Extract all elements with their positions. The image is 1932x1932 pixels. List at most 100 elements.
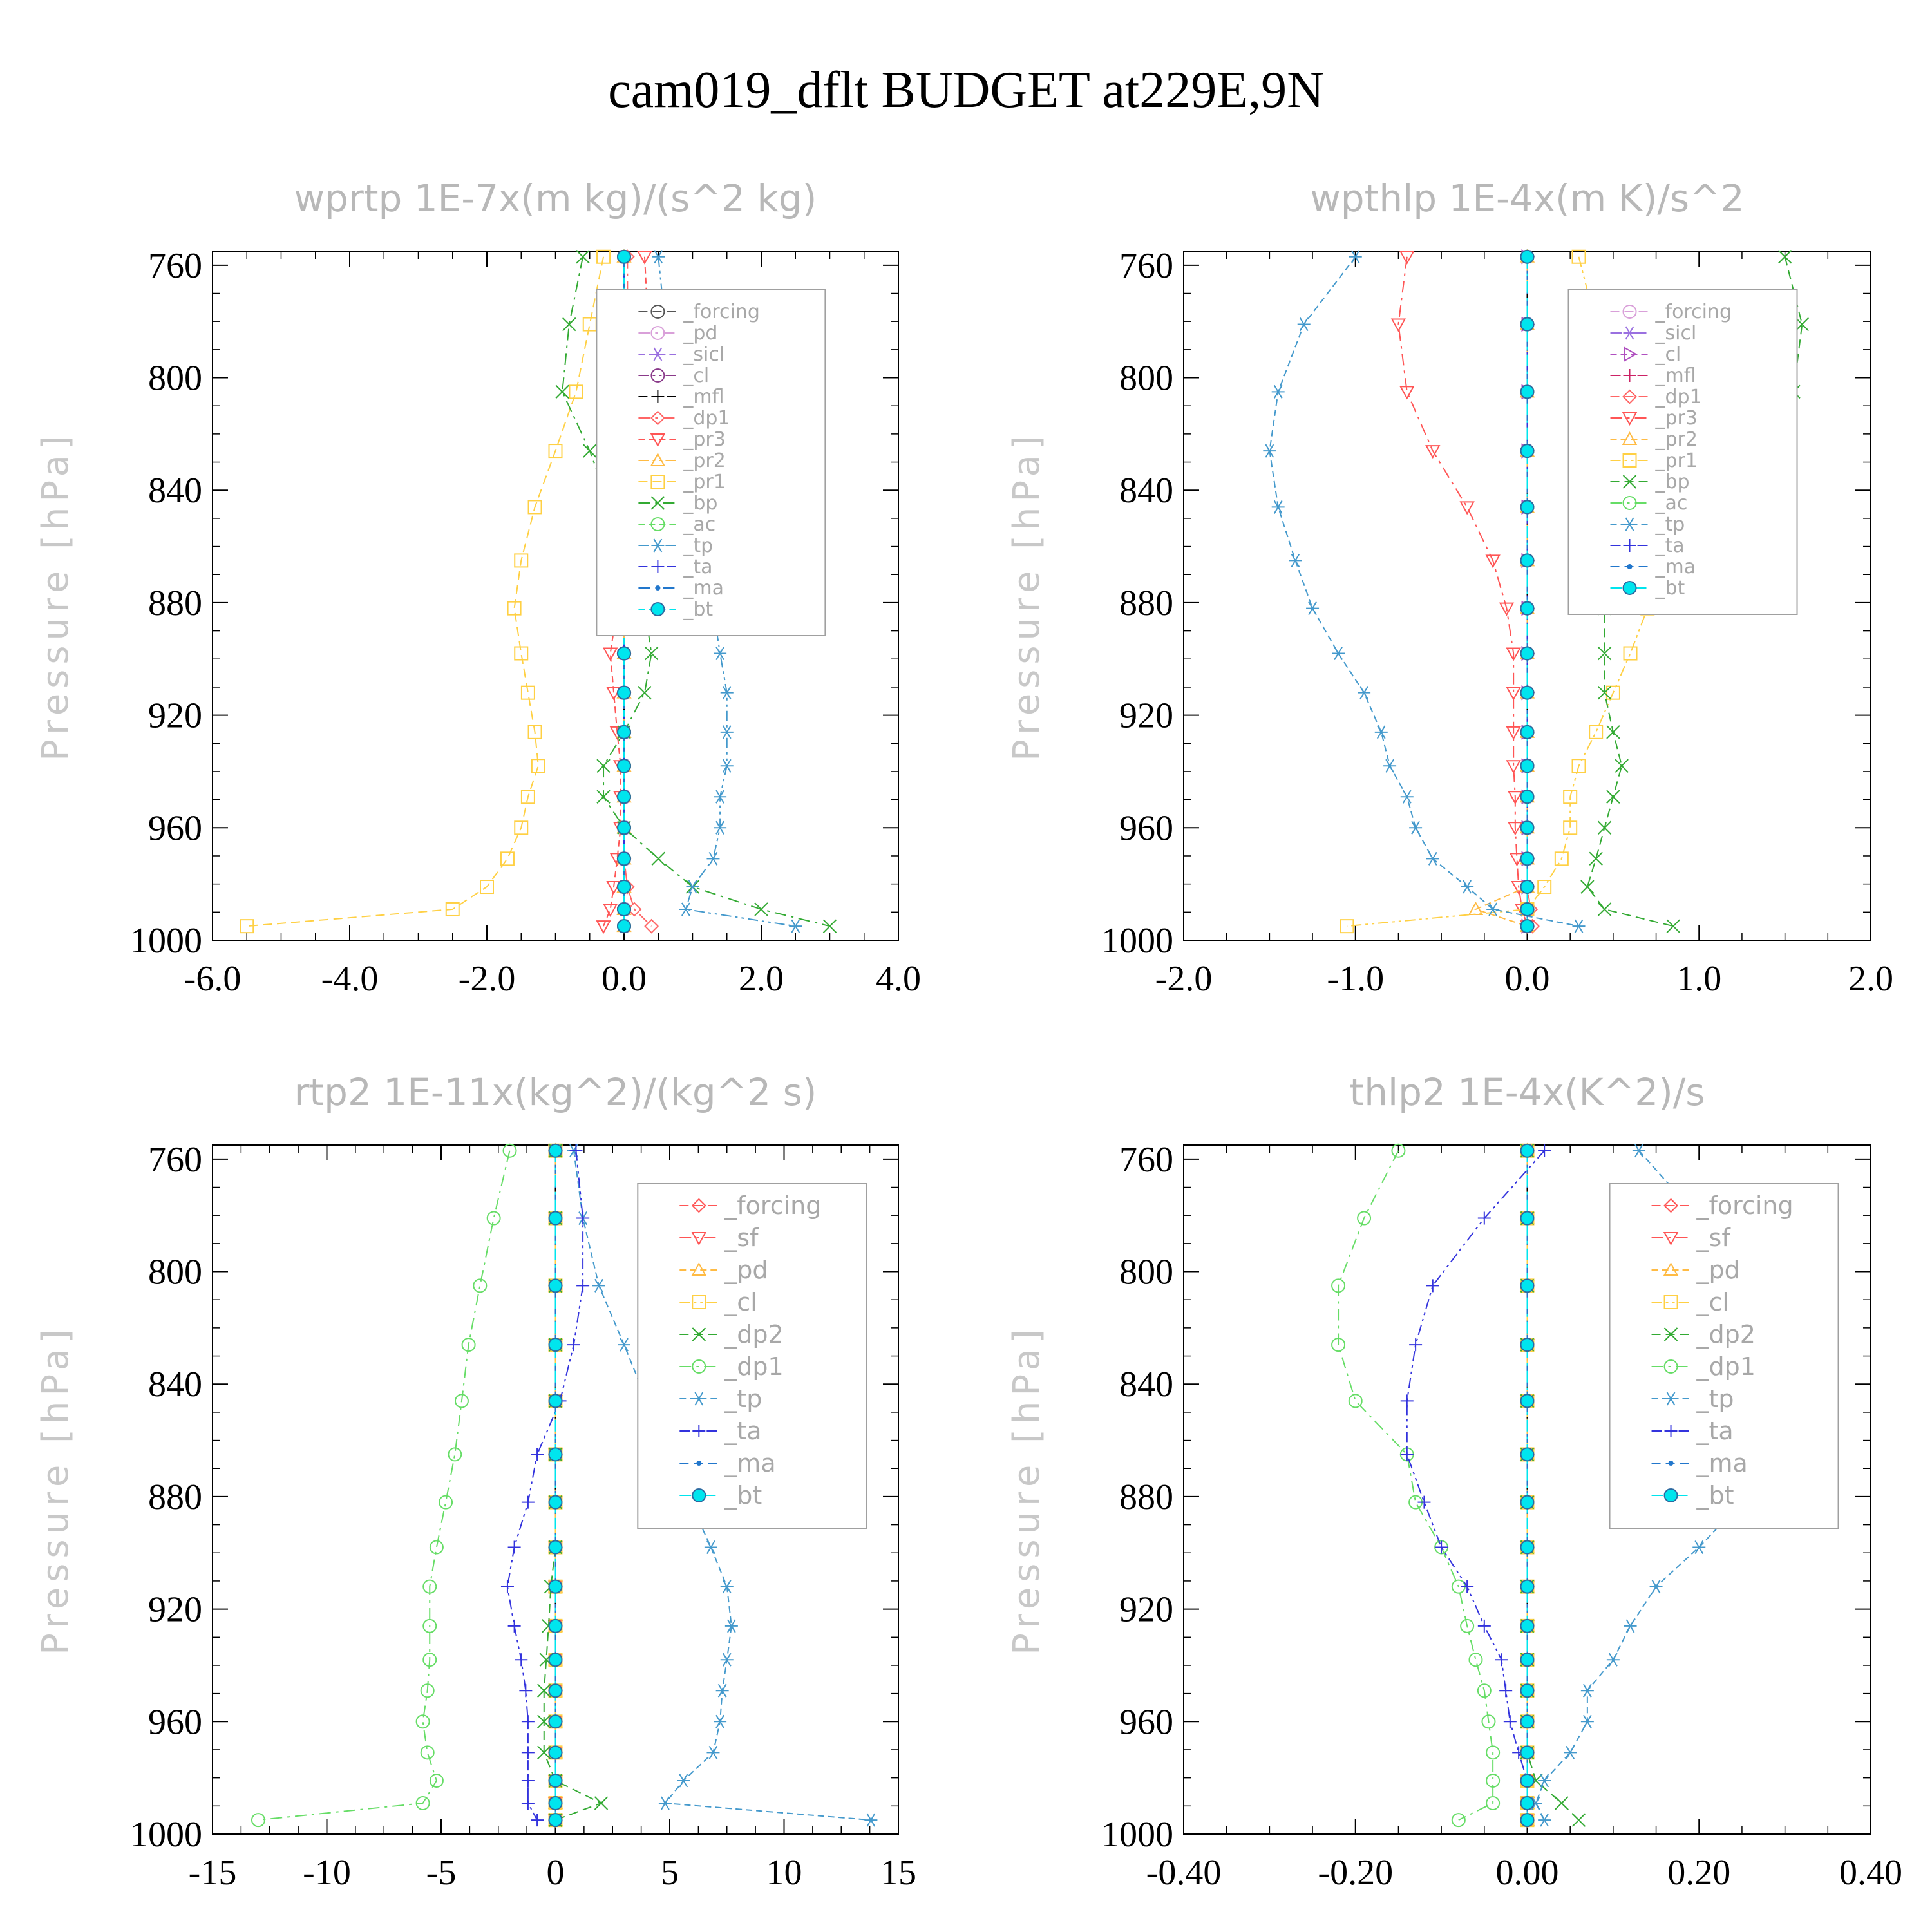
legend-marker [691,1232,706,1246]
series-line [1397,256,1528,927]
x-tick-label: -2.0 [1155,959,1213,999]
data-point [1520,880,1535,895]
data-point [1580,1714,1594,1728]
legend-label: _sf [724,1224,759,1252]
data-point [1520,724,1535,739]
series-dp1 [1331,1143,1501,1828]
data-point [1520,1653,1535,1667]
data-point [531,759,545,773]
data-point [1520,444,1535,459]
data-point [1459,501,1475,515]
data-point [583,444,597,458]
data-point [1426,851,1439,866]
data-point [1520,1278,1535,1293]
data-point [1486,1745,1501,1760]
x-tick-label: 10 [766,1853,802,1893]
data-point [714,647,727,661]
data-point [507,1619,521,1633]
panel-title: rtp2 1E-11x(kg^2)/(kg^2 s) [294,1070,817,1114]
data-point [1520,646,1535,661]
data-point [1606,790,1620,804]
data-point [502,1143,517,1158]
y-tick-label: 880 [1119,1477,1173,1517]
data-point [548,1683,563,1698]
data-point [1520,1745,1535,1760]
legend-box [1567,289,1798,615]
legend-label: _mfl [683,386,724,408]
data-point [548,1795,563,1810]
series-bt [1520,1143,1535,1828]
data-point [1451,1813,1466,1828]
legend-entry: _bt [638,598,713,621]
legend-entry: _ma [638,577,724,600]
data-point [1383,759,1397,773]
data-point [486,1211,501,1226]
legend-entry: _ta [679,1417,761,1445]
data-point [1520,1795,1535,1810]
data-point [576,250,590,264]
y-tick-label: 840 [148,471,202,511]
data-point [658,1796,672,1810]
legend-label: _tp [724,1385,762,1413]
data-point [1520,851,1535,866]
x-tick-label: -0.20 [1318,1853,1393,1893]
data-point [1571,759,1586,773]
legend-entry: _pr1 [638,471,726,493]
x-tick-label: 0 [547,1853,565,1893]
legend-entry: _dp1 [638,407,730,430]
legend-entry: _forcing [1610,301,1732,323]
data-point [527,500,542,515]
data-point [618,1338,630,1352]
data-point [714,790,727,804]
legend-entry: _mfl [1610,365,1696,387]
legend-marker [1663,1327,1678,1341]
data-point [754,902,768,916]
data-point [567,1338,580,1352]
y-tick-label: 920 [148,696,202,736]
data-point [1520,601,1535,616]
data-point [606,687,621,701]
data-point [500,851,515,866]
data-point [439,1495,453,1510]
legend-marker [691,1262,706,1276]
legend-label: _ma [724,1449,775,1477]
data-point [1503,1715,1517,1728]
series-line [258,1150,511,1821]
legend-entry: _bp [638,492,717,515]
data-point [1520,759,1535,773]
legend-entry: _cl [679,1288,757,1316]
legend-entry: _bt [1610,577,1685,600]
legend-label: _dp1 [724,1352,783,1381]
data-point [1571,249,1586,264]
legend-entry: _ta [1610,535,1685,557]
data-point [1520,1447,1535,1462]
data-point [569,384,583,399]
data-point [617,646,631,661]
legend-marker [1623,539,1636,552]
data-point [429,1774,444,1788]
data-point [1580,1683,1594,1698]
data-point [1520,1579,1535,1594]
data-point [562,317,576,332]
legend-marker [1663,1262,1679,1276]
y-tick-label: 760 [148,1140,202,1180]
legend-marker [1663,1198,1678,1213]
x-tick-label: -0.40 [1146,1853,1222,1893]
legend-label: _bt [1655,577,1685,600]
data-point [548,1447,563,1462]
y-axis-label: Pressure [hPa] [1006,430,1048,761]
data-point [638,685,652,700]
legend-entry: _mfl [638,386,724,408]
data-point [1520,384,1535,399]
panel-title: wprtp 1E-7x(m kg)/(s^2 kg) [294,176,817,220]
legend-marker [651,347,665,361]
data-point [1468,901,1484,915]
legend-label: _dp1 [1655,386,1702,408]
data-point [454,1394,469,1408]
data-point [1461,1580,1474,1593]
legend-marker [1663,1232,1679,1246]
data-point [592,1278,605,1293]
data-point [548,1774,563,1788]
data-point [240,919,254,934]
legend-marker [1663,1295,1678,1309]
